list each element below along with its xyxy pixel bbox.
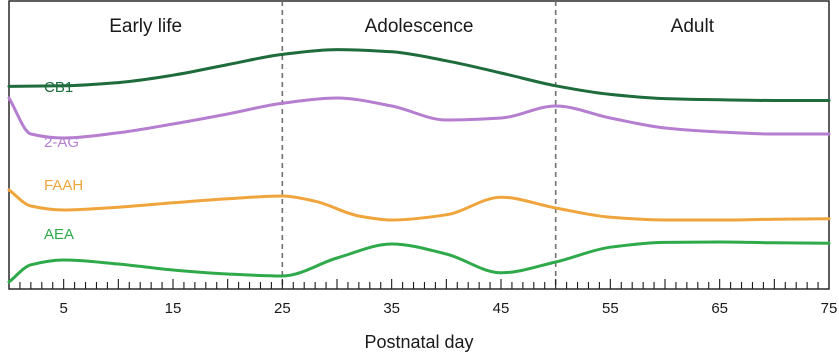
x-axis-ticks xyxy=(19,279,819,289)
x-tick-label: 45 xyxy=(493,300,510,317)
series-line-faah xyxy=(7,188,831,222)
x-tick-label: 5 xyxy=(59,300,67,317)
series-line-cb1 xyxy=(7,48,831,102)
series-lines xyxy=(7,48,831,284)
x-axis-title: Postnatal day xyxy=(364,332,473,352)
period-label-early-life: Early life xyxy=(109,16,182,37)
x-tick-label: 65 xyxy=(711,300,728,317)
plot-frame xyxy=(8,0,830,290)
series-line-aea xyxy=(7,240,831,284)
period-boundaries xyxy=(281,1,557,289)
x-tick-label: 35 xyxy=(383,300,400,317)
series-label-2-ag: 2-AG xyxy=(44,134,79,151)
x-axis-tick-labels: 5 15 25 35 45 55 65 75 xyxy=(59,300,837,317)
x-tick-label: 15 xyxy=(165,300,182,317)
series-label-cb1: CB1 xyxy=(44,79,73,96)
x-tick-label: 25 xyxy=(274,300,291,317)
x-tick-label: 75 xyxy=(821,300,838,317)
x-tick-label: 55 xyxy=(602,300,619,317)
period-label-adult: Adult xyxy=(671,16,715,37)
period-label-adolescence: Adolescence xyxy=(365,16,474,37)
series-line-2-ag xyxy=(7,96,831,140)
series-labels: CB1 2-AG FAAH AEA xyxy=(44,79,83,243)
series-label-aea: AEA xyxy=(44,226,74,243)
series-label-faah: FAAH xyxy=(44,177,83,194)
period-labels: Early life Adolescence Adult xyxy=(109,16,714,37)
